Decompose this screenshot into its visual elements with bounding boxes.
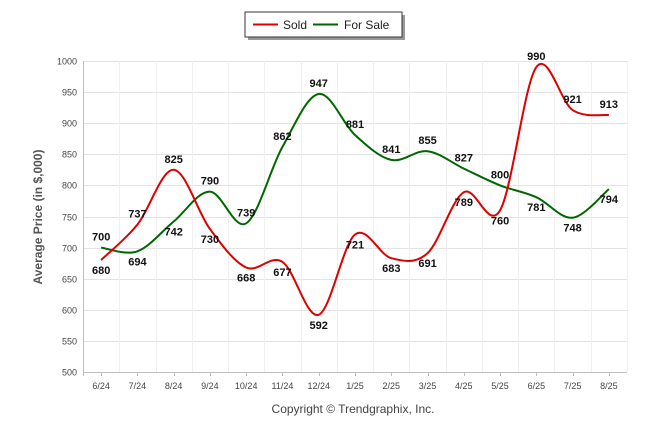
legend-label-sold[interactable]: Sold [283, 18, 307, 32]
legend-label-for-sale[interactable]: For Sale [344, 18, 390, 32]
x-tick-label: 12/24 [307, 381, 330, 391]
x-tick-label: 6/25 [528, 381, 546, 391]
data-label-sold: 737 [128, 209, 146, 221]
y-tick-label: 850 [62, 150, 77, 160]
series-line-for-sale [100, 93, 610, 254]
data-label-for-sale: 800 [491, 169, 509, 181]
data-label-sold: 760 [491, 215, 509, 227]
y-axis-title: Average Price (in $,000) [31, 150, 45, 285]
y-tick-label: 800 [62, 181, 77, 191]
grid [83, 61, 628, 373]
y-tick-label: 650 [62, 275, 77, 285]
data-label-sold: 913 [600, 99, 618, 111]
data-label-sold: 730 [201, 234, 219, 246]
x-tick-label: 7/24 [129, 381, 147, 391]
data-label-for-sale: 862 [273, 131, 291, 143]
data-label-for-sale: 881 [346, 119, 364, 131]
series [100, 63, 610, 316]
data-label-sold: 683 [382, 263, 400, 275]
data-label-for-sale: 790 [201, 176, 219, 188]
y-tick-label: 700 [62, 244, 77, 254]
x-tick-label: 3/25 [419, 381, 437, 391]
x-tick-label: 4/25 [455, 381, 473, 391]
data-labels: 680 737 825 730 668 677 592 721 683 691 789 760 990 9… [92, 51, 619, 332]
series-line-sold [100, 63, 610, 316]
data-label-for-sale: 827 [455, 153, 473, 165]
data-label-for-sale: 781 [527, 202, 545, 214]
x-tick-label: 5/25 [491, 381, 509, 391]
y-tick-label: 500 [62, 368, 77, 378]
x-tick-label: 8/25 [600, 381, 618, 391]
data-label-sold: 668 [237, 273, 255, 285]
data-label-for-sale: 841 [382, 144, 400, 156]
data-label-for-sale: 947 [310, 78, 328, 90]
y-tick-label: 750 [62, 213, 77, 223]
x-tick-label: 2/25 [383, 381, 401, 391]
data-label-for-sale: 794 [600, 194, 619, 206]
data-label-sold: 680 [92, 265, 110, 277]
y-tick-label: 1000 [57, 57, 77, 67]
data-label-sold: 691 [418, 258, 436, 270]
data-label-for-sale: 694 [128, 256, 147, 268]
y-tick-label: 900 [62, 119, 77, 129]
data-label-for-sale: 748 [563, 223, 581, 235]
x-tick-label: 7/25 [564, 381, 582, 391]
copyright-text: Copyright © Trendgraphix, Inc. [272, 402, 435, 416]
y-tick-label: 950 [62, 88, 77, 98]
y-tick-label: 550 [62, 337, 77, 347]
x-tick-label: 8/24 [165, 381, 183, 391]
data-label-sold: 677 [273, 267, 291, 279]
x-tick-label: 9/24 [201, 381, 219, 391]
data-label-sold: 921 [563, 94, 581, 106]
x-tick-label: 10/24 [235, 381, 258, 391]
data-label-sold: 825 [164, 154, 182, 166]
data-label-for-sale: 739 [237, 207, 255, 219]
axes: 500 550 600 650 700 750 800 850 900 950 1000 6/24 7/… [57, 57, 627, 391]
data-label-sold: 789 [455, 197, 473, 209]
data-label-for-sale: 742 [164, 226, 182, 238]
y-tick-label: 600 [62, 306, 77, 316]
data-label-sold: 990 [527, 51, 545, 63]
legend[interactable]: Sold For Sale [244, 11, 405, 40]
data-label-sold: 721 [346, 240, 364, 252]
data-label-sold: 592 [310, 320, 328, 332]
x-tick-label: 6/24 [92, 381, 110, 391]
data-label-for-sale: 855 [418, 135, 436, 147]
x-tick-label: 11/24 [272, 381, 294, 391]
data-label-for-sale: 700 [92, 232, 110, 244]
x-tick-label: 1/25 [346, 381, 364, 391]
